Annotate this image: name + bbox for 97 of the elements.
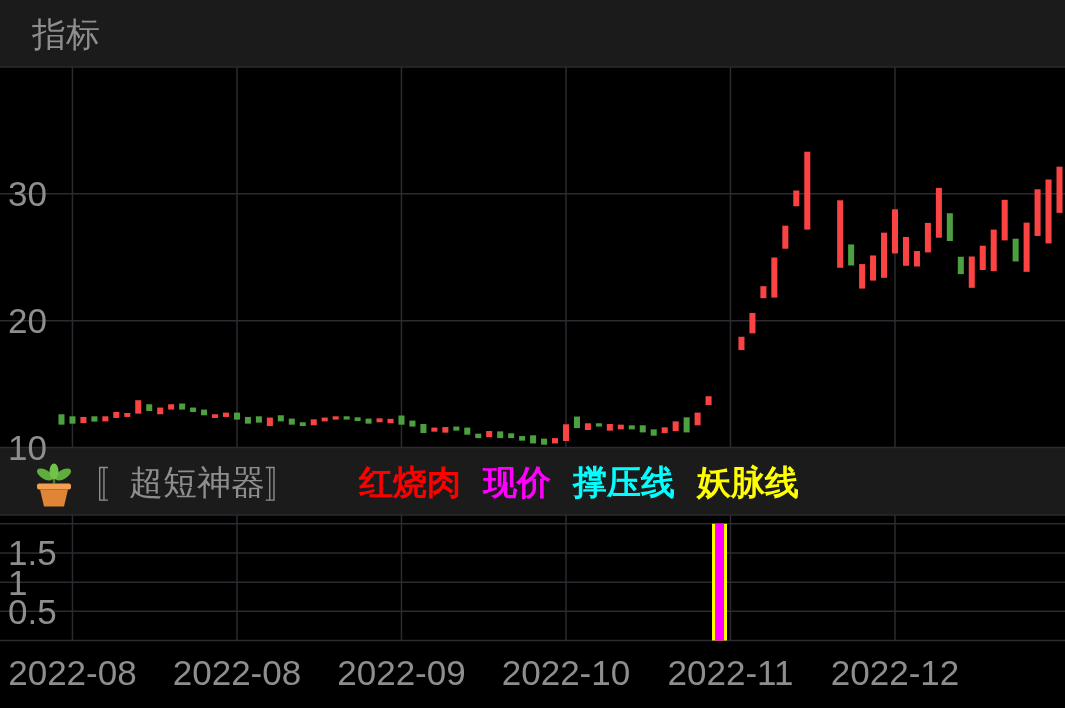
candlestick [255, 416, 262, 423]
candlestick [595, 423, 602, 427]
candlestick [497, 431, 504, 439]
candlestick [979, 245, 986, 271]
candlestick [935, 187, 942, 238]
chart-title: 指标 [31, 14, 100, 53]
candlestick [628, 425, 635, 430]
y-tick-label: 20 [8, 301, 47, 341]
chart-title: 〚超短神器〛 [95, 462, 299, 501]
candlestick [749, 312, 756, 334]
candlestick [519, 436, 526, 441]
candlestick [683, 417, 690, 433]
candlestick [1034, 189, 1041, 236]
y-tick-label: 10 [8, 428, 47, 467]
candlestick [431, 427, 438, 432]
candlestick [1045, 179, 1052, 244]
legend-label: 撑压线 [573, 462, 675, 501]
candlestick [277, 415, 284, 422]
candlestick [80, 416, 87, 424]
candlestick [738, 336, 745, 351]
candlestick [212, 414, 219, 418]
legend-label: 妖脉线 [697, 462, 799, 501]
candlestick [804, 151, 811, 230]
candlestick [771, 257, 778, 298]
candlestick [705, 396, 712, 406]
candlestick [606, 424, 613, 431]
candlestick [837, 200, 844, 268]
candlestick [541, 438, 548, 445]
x-tick-label: 2022-08 [172, 653, 302, 692]
candlestick [146, 404, 153, 411]
candlestick [639, 425, 646, 433]
candlestick [135, 400, 142, 414]
candlestick [1001, 199, 1008, 241]
candlestick [902, 236, 909, 266]
candlestick [69, 416, 76, 424]
candlestick [376, 418, 383, 423]
candlestick [990, 229, 997, 272]
candlestick [102, 416, 109, 422]
candlestick [650, 429, 657, 436]
candlestick [332, 416, 339, 420]
candlestick [365, 418, 372, 424]
candlestick [891, 209, 899, 254]
candlestick [793, 190, 800, 207]
candlestick [244, 416, 251, 424]
candlestick [661, 427, 668, 434]
candlestick [562, 424, 569, 442]
candlestick [266, 417, 273, 427]
candlestick [233, 412, 240, 420]
candlestick [957, 256, 964, 275]
x-tick-label: 2022-09 [337, 653, 466, 692]
candlestick [968, 256, 975, 288]
candlestick [398, 415, 405, 425]
candlestick [924, 222, 931, 253]
candlestick [179, 403, 186, 410]
candlestick [1023, 222, 1030, 272]
candlestick [310, 419, 317, 426]
legend-label: 红烧肉 [359, 462, 461, 501]
candlestick [782, 225, 789, 249]
candlestick [584, 423, 591, 430]
candlestick [672, 421, 679, 432]
candlestick [508, 433, 515, 439]
candlestick [870, 255, 877, 281]
candlestick [694, 412, 701, 426]
candlestick [343, 416, 350, 420]
candlestick [168, 404, 175, 410]
candlestick [442, 427, 449, 433]
x-tick-label: 2022-10 [501, 653, 631, 692]
candlestick [881, 232, 888, 278]
candlestick [913, 251, 920, 267]
candlestick [530, 435, 537, 444]
x-tick-label: 2022-08 [8, 653, 137, 692]
candlestick [222, 412, 230, 417]
candlestick [552, 438, 559, 444]
candlestick [573, 416, 580, 429]
y-tick-label: 30 [8, 174, 47, 214]
candlestick [486, 431, 493, 438]
candlestick [113, 411, 120, 418]
candlestick [1056, 166, 1063, 213]
candlestick [409, 420, 416, 427]
candlestick [464, 427, 471, 435]
candlestick [124, 413, 131, 417]
candlestick [288, 418, 295, 425]
legend-label: 现价 [483, 462, 551, 501]
candlestick [420, 424, 427, 434]
candlestick [299, 422, 306, 427]
candlestick [760, 286, 767, 299]
candlestick [387, 418, 394, 424]
candlestick [1012, 238, 1019, 262]
candlestick [859, 264, 866, 289]
x-tick-label: 2022-11 [667, 653, 794, 692]
candlestick [58, 414, 65, 425]
candlestick [453, 426, 460, 431]
candlestick [354, 417, 361, 421]
candlestick [848, 244, 855, 266]
candlestick [946, 213, 953, 242]
candlestick [91, 416, 98, 422]
x-tick-label: 2022-12 [830, 653, 960, 692]
